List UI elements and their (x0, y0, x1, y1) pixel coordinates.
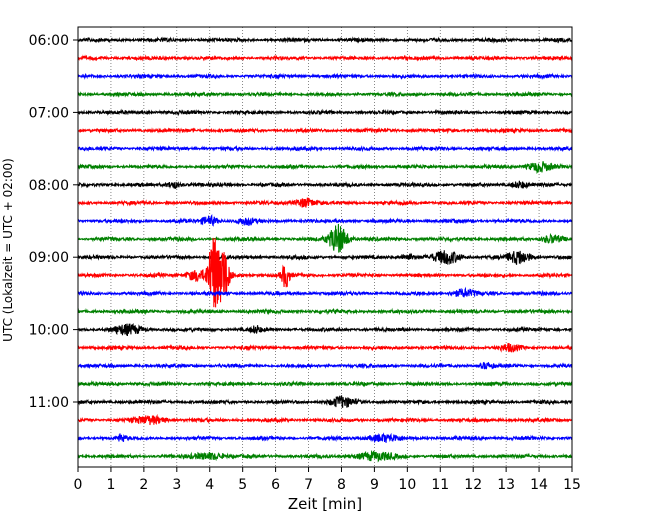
trace-row-0 (77, 36, 573, 44)
trace-row-23 (77, 449, 573, 463)
x-tick-label: 14 (530, 477, 548, 493)
trace-row-9 (77, 197, 573, 208)
trace-row-11 (77, 224, 573, 253)
y-tick-label: 06:00 (29, 33, 69, 49)
trace-row-14 (77, 286, 573, 298)
trace-row-1 (77, 54, 573, 62)
trace-row-15 (77, 307, 573, 316)
x-tick-label: 4 (205, 477, 214, 493)
trace-row-12 (77, 250, 573, 265)
x-tick-label: 7 (304, 477, 313, 493)
y-tick-label: 09:00 (29, 250, 69, 266)
x-tick-label: 15 (563, 477, 581, 493)
x-tick-label: 6 (271, 477, 280, 493)
y-axis-ticks: 06:00 07:00 08:00 09:00 10:00 11:00 (29, 33, 78, 411)
trace-row-17 (77, 342, 573, 353)
plot-frame (77, 26, 573, 468)
trace-row-4 (77, 108, 573, 117)
trace-row-6 (77, 144, 573, 153)
trace-row-13 (77, 237, 573, 308)
trace-row-18 (77, 361, 573, 370)
x-tick-label: 13 (497, 477, 515, 493)
x-tick-label: 8 (337, 477, 346, 493)
x-tick-label: 12 (464, 477, 482, 493)
trace-row-7 (77, 161, 573, 175)
x-axis-label: Zeit [min] (288, 495, 362, 513)
x-tick-label: 3 (172, 477, 181, 493)
trace-row-10 (77, 213, 573, 227)
trace-row-22 (77, 432, 573, 444)
trace-row-21 (77, 413, 573, 426)
trace-row-8 (77, 180, 573, 190)
x-tick-label: 2 (139, 477, 148, 493)
y-tick-label: 11:00 (29, 395, 69, 411)
x-axis-ticks: 0 1 2 3 4 5 6 7 8 9 10 11 12 13 14 15 (74, 467, 581, 493)
trace-row-5 (77, 126, 573, 135)
x-tick-label: 9 (370, 477, 379, 493)
y-tick-label: 10:00 (29, 323, 69, 339)
x-tick-label: 5 (238, 477, 247, 493)
seismic-traces (77, 36, 573, 463)
x-tick-label: 10 (398, 477, 416, 493)
y-tick-label: 07:00 (29, 105, 69, 121)
trace-row-19 (77, 380, 573, 388)
trace-row-3 (77, 90, 573, 98)
grid-lines (110, 27, 540, 467)
x-tick-label: 11 (431, 477, 449, 493)
y-axis-label: UTC (Lokalzeit = UTC + 02:00) (1, 158, 15, 342)
trace-row-2 (77, 72, 573, 80)
x-tick-label: 1 (106, 477, 115, 493)
y-tick-label: 08:00 (29, 178, 69, 194)
x-tick-label: 0 (74, 477, 83, 493)
trace-row-20 (77, 395, 573, 408)
trace-row-16 (77, 322, 573, 337)
